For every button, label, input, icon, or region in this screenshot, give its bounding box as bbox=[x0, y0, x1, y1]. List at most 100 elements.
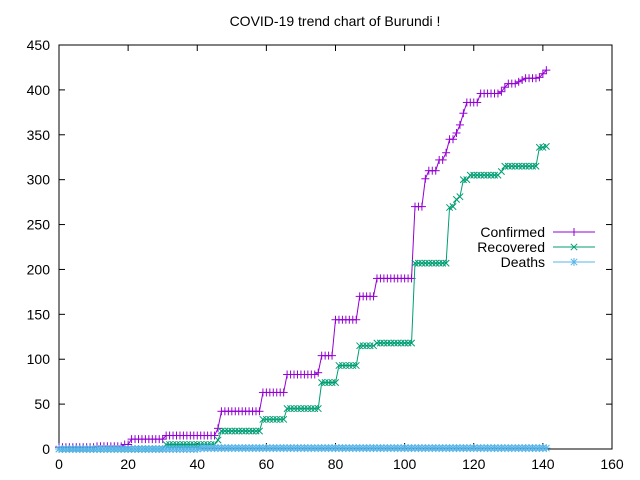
data-point-recovered bbox=[376, 339, 384, 347]
data-point-recovered bbox=[248, 427, 257, 435]
data-point-confirmed bbox=[538, 69, 547, 78]
data-point-recovered bbox=[221, 427, 229, 435]
legend-marker bbox=[570, 243, 578, 251]
data-point-recovered bbox=[280, 415, 288, 423]
data-point-recovered bbox=[373, 339, 381, 347]
data-point-recovered bbox=[300, 405, 308, 413]
data-point-confirmed bbox=[535, 73, 544, 82]
data-point-confirmed bbox=[473, 98, 482, 107]
data-point-recovered bbox=[394, 339, 402, 347]
data-point-recovered bbox=[425, 259, 433, 267]
data-point-confirmed bbox=[279, 388, 288, 397]
data-point-recovered bbox=[463, 176, 471, 184]
y-tick-label: 150 bbox=[27, 306, 51, 322]
data-point-recovered bbox=[480, 171, 488, 179]
data-point-recovered bbox=[397, 339, 405, 347]
data-point-recovered bbox=[283, 405, 291, 413]
data-point-confirmed bbox=[314, 368, 323, 377]
data-point-confirmed bbox=[542, 66, 551, 75]
x-tick-label: 40 bbox=[189, 456, 205, 472]
data-point-recovered bbox=[369, 342, 378, 350]
data-point-recovered bbox=[245, 427, 253, 435]
data-point-recovered bbox=[242, 427, 250, 435]
y-tick-label: 250 bbox=[27, 217, 51, 233]
data-point-recovered bbox=[404, 339, 412, 347]
data-point-confirmed bbox=[449, 135, 458, 144]
series-confirmed bbox=[55, 66, 551, 452]
axes: 0 20 40 60 80 100 120 140 160 0 50 100 150 200 250 300 3… bbox=[27, 37, 624, 472]
y-tick-label: 200 bbox=[27, 261, 51, 277]
data-point-confirmed bbox=[421, 174, 430, 183]
data-point-recovered bbox=[331, 379, 340, 387]
data-point-recovered bbox=[497, 168, 505, 176]
x-tick-label: 20 bbox=[120, 456, 136, 472]
data-point-confirmed bbox=[531, 74, 540, 83]
data-point-confirmed bbox=[518, 76, 527, 85]
data-point-recovered bbox=[535, 143, 543, 151]
data-point-confirmed bbox=[431, 166, 440, 175]
legend-item-confirmed: Confirmed bbox=[480, 224, 595, 240]
data-point-recovered bbox=[504, 162, 512, 170]
data-point-recovered bbox=[342, 361, 350, 370]
data-point-recovered bbox=[314, 405, 322, 413]
data-point-confirmed bbox=[493, 89, 502, 98]
data-point-recovered bbox=[269, 415, 277, 423]
data-point-recovered bbox=[525, 162, 533, 170]
legend-item-deaths: Deaths bbox=[501, 254, 595, 270]
data-point-recovered bbox=[321, 379, 329, 387]
data-point-recovered bbox=[466, 171, 474, 179]
data-point-recovered bbox=[484, 171, 492, 179]
data-point-recovered bbox=[307, 405, 315, 413]
data-point-recovered bbox=[338, 361, 346, 370]
data-point-recovered bbox=[231, 427, 239, 435]
data-point-recovered bbox=[311, 405, 319, 413]
data-point-recovered bbox=[411, 259, 419, 267]
legend-label: Deaths bbox=[501, 254, 545, 270]
data-point-recovered bbox=[473, 171, 481, 179]
data-point-recovered bbox=[238, 427, 246, 435]
data-point-recovered bbox=[356, 342, 364, 350]
data-point-recovered bbox=[293, 405, 302, 413]
legend-item-recovered: Recovered bbox=[477, 239, 595, 255]
data-point-recovered bbox=[273, 415, 281, 423]
data-point-recovered bbox=[414, 259, 423, 267]
legend-marker bbox=[570, 228, 578, 236]
data-point-recovered bbox=[390, 339, 398, 347]
data-point-recovered bbox=[290, 405, 298, 413]
data-point-recovered bbox=[328, 379, 336, 387]
series-deaths bbox=[55, 444, 551, 453]
chart-title: COVID-19 trend chart of Burundi ! bbox=[230, 13, 441, 29]
data-point-confirmed bbox=[352, 315, 361, 324]
series-line-confirmed bbox=[59, 69, 547, 448]
series-layer bbox=[55, 66, 551, 453]
x-tick-label: 100 bbox=[393, 456, 417, 472]
data-point-confirmed bbox=[158, 435, 167, 444]
y-tick-label: 450 bbox=[27, 37, 51, 53]
data-point-recovered bbox=[217, 427, 225, 435]
series-recovered bbox=[55, 142, 550, 453]
data-point-deaths bbox=[542, 444, 551, 453]
data-point-recovered bbox=[335, 361, 343, 370]
x-tick-label: 0 bbox=[55, 456, 63, 472]
data-point-confirmed bbox=[438, 155, 447, 164]
x-tick-label: 120 bbox=[462, 456, 486, 472]
data-point-recovered bbox=[380, 339, 388, 347]
data-point-recovered bbox=[262, 415, 270, 423]
data-point-recovered bbox=[518, 162, 526, 170]
data-point-recovered bbox=[287, 405, 295, 413]
data-point-recovered bbox=[477, 171, 485, 179]
data-point-recovered bbox=[383, 339, 391, 347]
y-tick-label: 0 bbox=[42, 441, 50, 457]
data-point-confirmed bbox=[511, 79, 520, 88]
data-point-recovered bbox=[255, 427, 264, 435]
data-point-confirmed bbox=[417, 202, 426, 211]
y-tick-label: 350 bbox=[27, 127, 51, 143]
data-point-recovered bbox=[515, 162, 523, 170]
x-tick-label: 160 bbox=[600, 456, 624, 472]
data-point-recovered bbox=[387, 339, 395, 347]
x-tick-label: 140 bbox=[531, 456, 555, 472]
data-point-recovered bbox=[418, 259, 426, 267]
data-point-confirmed bbox=[455, 120, 464, 129]
data-point-recovered bbox=[435, 259, 443, 267]
